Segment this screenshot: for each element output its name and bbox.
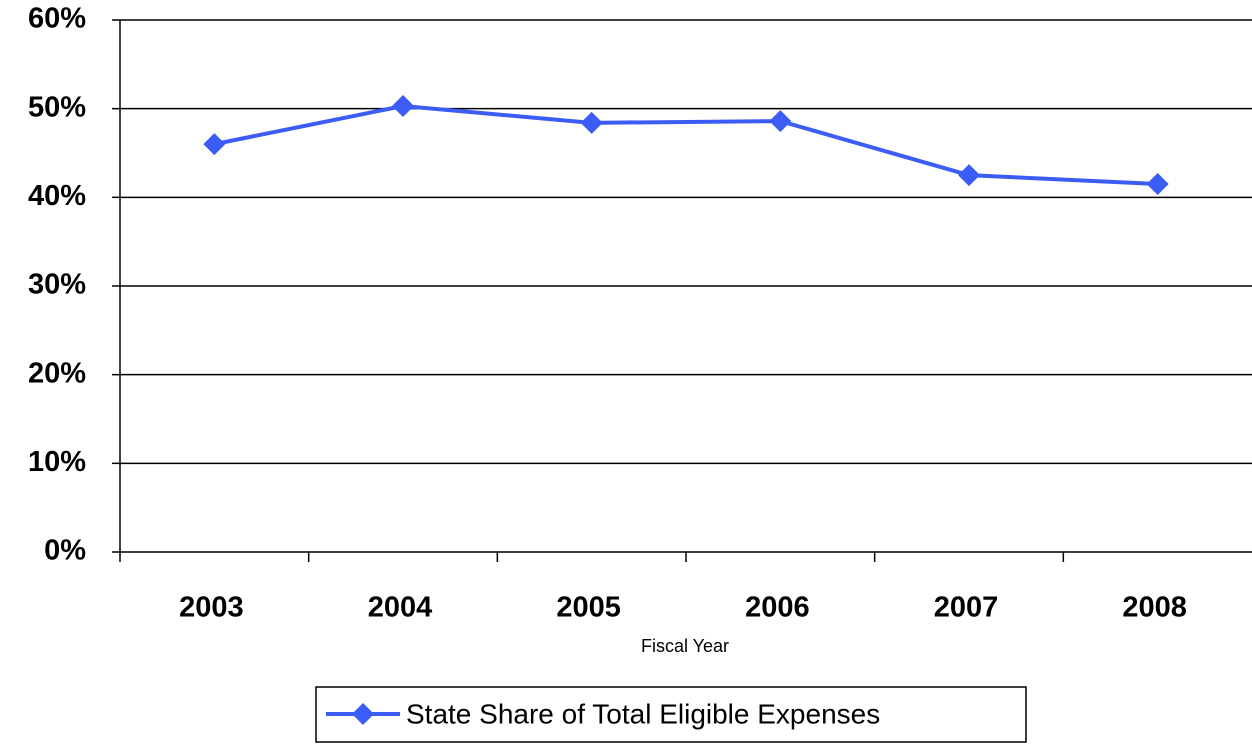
marker [1146, 173, 1169, 196]
y-tick-label: 10% [28, 446, 86, 478]
x-axis-title: Fiscal Year [641, 636, 729, 656]
marker [392, 95, 414, 118]
y-tick-label: 0% [44, 535, 86, 567]
legend-text: State Share of Total Eligible Expenses [406, 698, 880, 729]
marker [203, 133, 226, 156]
y-tick-label: 30% [28, 269, 86, 301]
y-tick-label: 50% [28, 91, 86, 123]
marker [769, 110, 792, 133]
x-tick-label: 2003 [179, 592, 244, 624]
x-tick-label: 2008 [1122, 592, 1187, 624]
marker [580, 111, 603, 134]
y-tick-label: 60% [28, 3, 86, 35]
x-tick-label: 2007 [934, 592, 999, 624]
series-line [213, 103, 1158, 187]
marker [958, 164, 980, 187]
y-tick-label: 20% [28, 357, 86, 389]
x-tick-label: 2006 [745, 592, 810, 624]
x-tick-label: 2005 [556, 592, 621, 624]
x-tick-label: 2004 [368, 592, 433, 624]
legend-box [315, 686, 1027, 743]
legend-marker [352, 703, 374, 725]
y-tick-label: 40% [28, 180, 86, 212]
